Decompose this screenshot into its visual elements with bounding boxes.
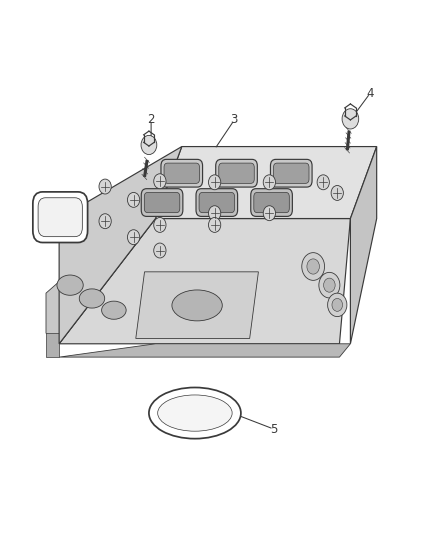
- FancyBboxPatch shape: [199, 192, 234, 213]
- Circle shape: [154, 174, 166, 189]
- FancyBboxPatch shape: [161, 159, 202, 187]
- Ellipse shape: [102, 301, 126, 319]
- Circle shape: [127, 230, 140, 245]
- Circle shape: [328, 293, 347, 317]
- FancyBboxPatch shape: [254, 192, 289, 213]
- Circle shape: [324, 278, 335, 292]
- FancyBboxPatch shape: [33, 192, 88, 243]
- Circle shape: [263, 206, 276, 221]
- Circle shape: [141, 135, 157, 155]
- Circle shape: [127, 192, 140, 207]
- Ellipse shape: [149, 387, 241, 439]
- FancyBboxPatch shape: [251, 189, 293, 216]
- Polygon shape: [59, 344, 350, 357]
- FancyBboxPatch shape: [271, 159, 312, 187]
- Polygon shape: [46, 333, 59, 357]
- Ellipse shape: [158, 395, 232, 431]
- Circle shape: [154, 243, 166, 258]
- Circle shape: [332, 298, 343, 311]
- Text: 4: 4: [366, 87, 374, 100]
- Text: 3: 3: [231, 114, 238, 126]
- Ellipse shape: [79, 289, 105, 308]
- Polygon shape: [155, 147, 377, 219]
- Ellipse shape: [57, 275, 83, 295]
- Circle shape: [208, 217, 221, 232]
- Text: 1: 1: [46, 199, 54, 212]
- FancyBboxPatch shape: [196, 189, 237, 216]
- Circle shape: [208, 175, 221, 190]
- Text: 5: 5: [270, 423, 277, 435]
- Polygon shape: [59, 219, 350, 344]
- Circle shape: [342, 109, 359, 129]
- Polygon shape: [350, 147, 377, 344]
- Circle shape: [154, 217, 166, 232]
- Polygon shape: [59, 147, 182, 344]
- Circle shape: [319, 272, 340, 298]
- Polygon shape: [46, 211, 155, 344]
- Circle shape: [331, 185, 343, 200]
- FancyBboxPatch shape: [216, 159, 257, 187]
- FancyBboxPatch shape: [141, 189, 183, 216]
- FancyBboxPatch shape: [164, 163, 200, 183]
- Circle shape: [263, 175, 276, 190]
- FancyBboxPatch shape: [38, 198, 82, 237]
- Circle shape: [208, 206, 221, 221]
- Circle shape: [317, 175, 329, 190]
- Polygon shape: [136, 272, 258, 338]
- Circle shape: [99, 214, 111, 229]
- Circle shape: [302, 253, 325, 280]
- FancyBboxPatch shape: [273, 163, 309, 183]
- Ellipse shape: [172, 290, 222, 321]
- Circle shape: [99, 179, 111, 194]
- Circle shape: [307, 259, 319, 274]
- FancyBboxPatch shape: [219, 163, 254, 183]
- FancyBboxPatch shape: [144, 192, 180, 213]
- Text: 2: 2: [147, 114, 155, 126]
